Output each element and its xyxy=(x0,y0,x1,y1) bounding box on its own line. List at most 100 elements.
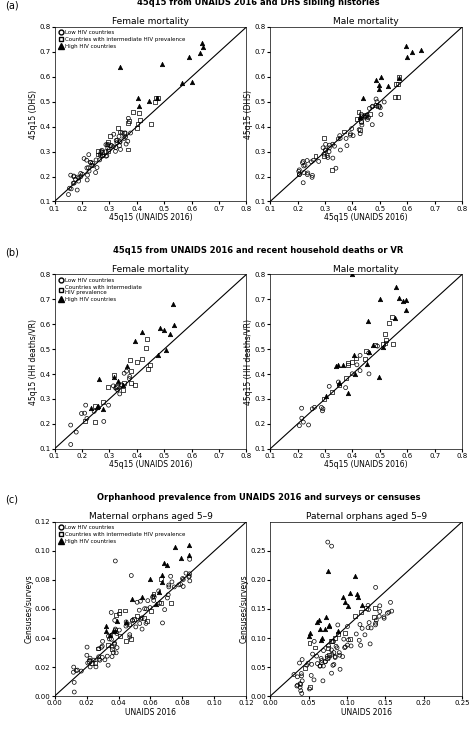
Point xyxy=(351,367,359,379)
Point xyxy=(356,124,363,136)
Point xyxy=(391,312,398,324)
Point xyxy=(165,579,173,590)
Point xyxy=(362,602,370,614)
Point xyxy=(334,359,341,371)
Point xyxy=(83,155,91,166)
Point xyxy=(101,146,109,157)
Point xyxy=(112,647,120,658)
Text: (a): (a) xyxy=(5,0,18,10)
Point xyxy=(129,106,137,118)
Point xyxy=(349,130,357,141)
Point xyxy=(339,651,346,663)
Point xyxy=(144,595,152,607)
Point xyxy=(182,567,190,579)
Point xyxy=(353,628,360,640)
Point xyxy=(329,139,337,150)
Point xyxy=(130,613,138,625)
Point xyxy=(349,356,356,367)
Point xyxy=(158,574,165,585)
Point xyxy=(402,304,410,316)
Point xyxy=(123,618,131,630)
Point xyxy=(355,106,362,118)
Point xyxy=(67,439,74,451)
Point xyxy=(73,664,81,676)
Point xyxy=(146,574,154,585)
Point xyxy=(305,630,312,642)
Point xyxy=(102,625,110,637)
Point xyxy=(323,650,331,662)
Point xyxy=(372,99,380,111)
Point xyxy=(116,630,124,642)
Point xyxy=(337,133,344,144)
Point xyxy=(89,658,96,669)
Point xyxy=(123,365,130,377)
Point xyxy=(364,359,371,370)
Point xyxy=(122,620,130,632)
Point xyxy=(113,615,121,627)
Point xyxy=(294,679,301,691)
Point xyxy=(379,338,386,350)
Point xyxy=(73,184,81,196)
Point xyxy=(300,177,307,189)
Point xyxy=(318,402,325,413)
Point xyxy=(325,619,333,631)
Point xyxy=(100,396,107,408)
Point xyxy=(334,628,342,640)
Point xyxy=(146,601,154,613)
Point xyxy=(116,136,124,148)
Point xyxy=(109,141,117,152)
Point xyxy=(344,639,351,651)
Point xyxy=(126,619,134,631)
Point xyxy=(320,148,328,160)
Point xyxy=(372,582,379,593)
Point xyxy=(177,579,184,590)
Point xyxy=(94,400,102,412)
Point xyxy=(306,681,313,693)
Point xyxy=(320,644,328,656)
Point xyxy=(304,167,311,179)
Point xyxy=(159,617,166,629)
Point xyxy=(352,353,359,364)
Point xyxy=(351,570,359,582)
Point xyxy=(357,607,365,618)
Point xyxy=(155,585,163,597)
Point xyxy=(122,616,130,628)
Point xyxy=(96,154,103,165)
Point xyxy=(388,605,395,617)
Point xyxy=(91,400,99,412)
Point xyxy=(309,648,317,660)
Point xyxy=(330,658,337,670)
Point xyxy=(356,350,364,362)
Point xyxy=(80,153,88,165)
Point xyxy=(115,375,122,387)
Point xyxy=(380,611,388,623)
Point xyxy=(328,540,336,552)
Point xyxy=(328,667,335,679)
Point xyxy=(133,596,141,608)
Title: Male mortality: Male mortality xyxy=(333,17,399,26)
Point xyxy=(319,403,327,415)
Point xyxy=(356,634,363,646)
Point xyxy=(297,679,304,690)
Point xyxy=(128,377,135,389)
Point xyxy=(103,150,110,162)
Point xyxy=(329,636,337,647)
Point xyxy=(70,177,78,189)
Point xyxy=(297,685,304,696)
Point xyxy=(89,157,96,169)
Point xyxy=(301,159,309,171)
Point xyxy=(349,268,356,280)
Point xyxy=(118,379,125,391)
Point xyxy=(118,380,126,391)
Point xyxy=(335,625,342,636)
Point xyxy=(188,76,195,87)
Point xyxy=(147,605,155,617)
Point xyxy=(160,557,168,569)
Point xyxy=(140,612,147,623)
Point xyxy=(322,390,330,402)
Point xyxy=(111,623,119,635)
Point xyxy=(365,346,373,357)
Point xyxy=(108,643,116,655)
Point xyxy=(357,639,365,651)
Point xyxy=(120,367,128,379)
